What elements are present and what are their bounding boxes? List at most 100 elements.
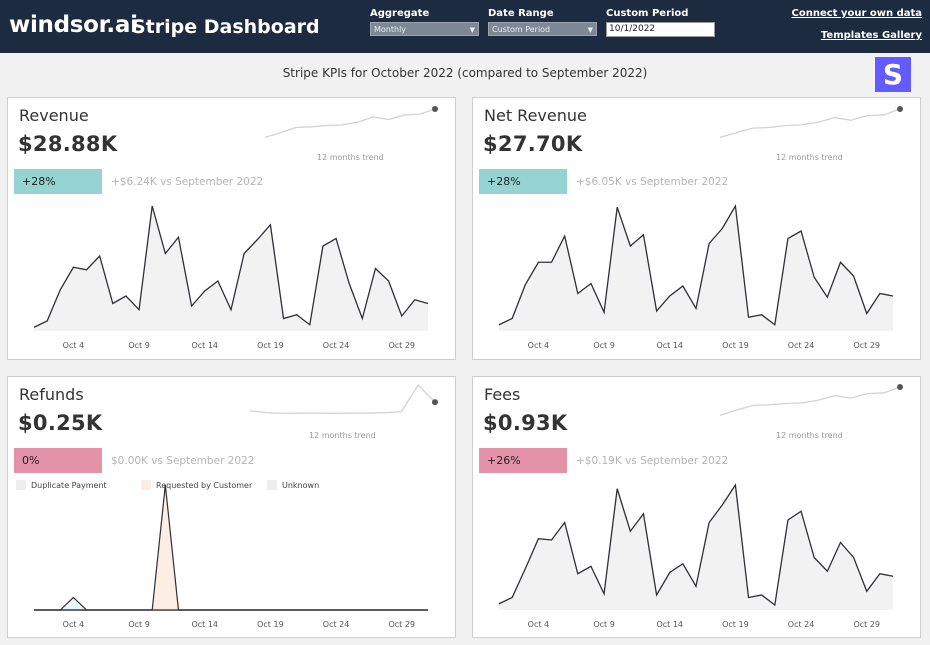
legend-requested-by-customer[interactable]: Requested by Customer (141, 479, 253, 490)
revenue-value: $28.88K (18, 132, 118, 156)
trend-end-point (897, 384, 903, 390)
refunds-vs-text: $0.00K vs September 2022 (111, 455, 255, 467)
x-tick-label: Oct 14 (191, 620, 218, 629)
aggregate-control: Aggregate Monthly ▼ (370, 8, 479, 36)
x-tick-label: Oct 29 (853, 620, 880, 629)
x-tick-label: Oct 14 (656, 620, 683, 629)
series-line (33, 205, 429, 328)
series-line-0 (34, 596, 428, 611)
x-tick-label: Oct 19 (722, 341, 749, 350)
trend-line (264, 108, 436, 139)
x-tick-label: Oct 29 (853, 341, 880, 350)
trend-line (719, 108, 901, 139)
chevron-down-icon: ▼ (587, 26, 593, 34)
legend-label: Duplicate Payment (31, 481, 107, 490)
x-tick-label: Oct 24 (788, 341, 815, 350)
legend-unknown[interactable]: Unknown (267, 479, 320, 490)
net-revenue-vs-text: +$6.05K vs September 2022 (576, 176, 729, 188)
custom-period-control: Custom Period 10/1/2022 (606, 8, 715, 37)
x-tick-label: Oct 14 (191, 341, 218, 350)
x-tick-label: Oct 19 (722, 620, 749, 629)
aggregate-value: Monthly (374, 25, 407, 34)
revenue-title: Revenue (19, 106, 89, 125)
net-revenue-trend-label: 12 months trend (776, 153, 843, 162)
templates-gallery-link[interactable]: Templates Gallery (820, 30, 922, 41)
revenue-card: Revenue $28.88K +28% +$6.24K vs Septembe… (7, 97, 456, 360)
fees-trend-label: 12 months trend (776, 431, 843, 440)
x-tick-label: Oct 19 (257, 341, 284, 350)
series-area-0 (34, 597, 428, 610)
custom-period-label: Custom Period (606, 8, 689, 19)
revenue-daily-chart[interactable]: Oct 4 Oct 9 Oct 14 Oct 19 Oct 24 Oct 29 (18, 198, 446, 358)
chevron-down-icon: ▼ (469, 26, 475, 34)
legend-label: Unknown (282, 481, 320, 490)
x-tick-label: Oct 14 (656, 341, 683, 350)
x-tick-label: Oct 9 (128, 620, 149, 629)
aggregate-label: Aggregate (370, 8, 430, 19)
area-fill (499, 206, 893, 331)
revenue-vs-text: +$6.24K vs September 2022 (111, 176, 264, 188)
trend-end-point (432, 106, 438, 112)
series-line-1 (34, 484, 428, 611)
connect-data-link[interactable]: Connect your own data (791, 8, 922, 19)
legend-label: Requested by Customer (156, 481, 253, 490)
legend-duplicate-payment[interactable]: Duplicate Payment (16, 479, 107, 490)
legend-swatch (141, 479, 151, 490)
x-tick-label: Oct 9 (593, 341, 614, 350)
date-range-select[interactable]: Custom Period ▼ (488, 22, 597, 36)
net-revenue-daily-chart[interactable]: Oct 4 Oct 9 Oct 14 Oct 19 Oct 24 Oct 29 (483, 198, 911, 358)
net-revenue-trend-sparkline[interactable] (708, 103, 908, 148)
fees-title: Fees (484, 385, 521, 404)
revenue-change-badge: +28% (14, 169, 102, 194)
x-tick-label: Oct 19 (257, 620, 284, 629)
x-tick-label: Oct 24 (323, 341, 350, 350)
refunds-value: $0.25K (18, 411, 103, 435)
refunds-title: Refunds (19, 385, 84, 404)
refunds-change-badge: 0% (14, 448, 102, 473)
revenue-trend-sparkline[interactable] (253, 103, 443, 148)
net-revenue-value: $27.70K (483, 132, 583, 156)
stripe-logo-letter: S (882, 58, 904, 91)
x-tick-label: Oct 4 (528, 620, 549, 629)
refunds-trend-sparkline[interactable] (238, 379, 443, 424)
x-tick-label: Oct 4 (63, 620, 84, 629)
fees-trend-sparkline[interactable] (708, 381, 908, 426)
revenue-trend-label: 12 months trend (317, 153, 384, 162)
windsor-logo[interactable]: windsor.ai (9, 12, 138, 38)
fees-daily-chart[interactable]: Oct 4 Oct 9 Oct 14 Oct 19 Oct 24 Oct 29 (483, 477, 911, 637)
fees-change-badge: +26% (479, 448, 567, 473)
x-tick-label: Oct 4 (63, 341, 84, 350)
refunds-daily-chart[interactable]: Oct 4 Oct 9 Oct 14 Oct 19 Oct 24 Oct 29 (18, 477, 446, 637)
trend-end-point (432, 399, 438, 406)
date-range-control: Date Range Custom Period ▼ (488, 8, 597, 36)
x-tick-label: Oct 9 (128, 341, 149, 350)
net-revenue-change-badge: +28% (479, 169, 567, 194)
x-tick-label: Oct 24 (788, 620, 815, 629)
net-revenue-title: Net Revenue (484, 106, 587, 125)
refunds-card: Refunds $0.25K 0% $0.00K vs September 20… (7, 376, 456, 638)
x-tick-label: Oct 29 (388, 341, 415, 350)
x-tick-label: Oct 9 (593, 620, 614, 629)
fees-vs-text: +$0.19K vs September 2022 (576, 455, 729, 467)
refunds-trend-label: 12 months trend (309, 431, 376, 440)
fees-value: $0.93K (483, 411, 568, 435)
x-tick-label: Oct 24 (323, 620, 350, 629)
top-header: windsor.ai Stripe Dashboard Aggregate Mo… (0, 0, 930, 53)
custom-period-input[interactable]: 10/1/2022 (606, 22, 715, 37)
net-revenue-card: Net Revenue $27.70K +28% +$6.05K vs Sept… (472, 97, 921, 360)
date-range-label: Date Range (488, 8, 554, 19)
stripe-logo: S (875, 57, 911, 92)
trend-line (719, 386, 901, 416)
page-subtitle: Stripe KPIs for October 2022 (compared t… (282, 66, 648, 80)
aggregate-select[interactable]: Monthly ▼ (370, 22, 479, 36)
dashboard-title: Stripe Dashboard (132, 16, 320, 38)
x-tick-label: Oct 4 (528, 341, 549, 350)
date-range-value: Custom Period (492, 25, 551, 34)
legend-swatch (267, 479, 277, 490)
legend-swatch (16, 479, 26, 490)
trend-end-point (897, 106, 903, 112)
series-line (498, 483, 894, 607)
area-fill (34, 206, 428, 331)
series-line (498, 203, 894, 326)
series-area-1 (34, 485, 428, 610)
